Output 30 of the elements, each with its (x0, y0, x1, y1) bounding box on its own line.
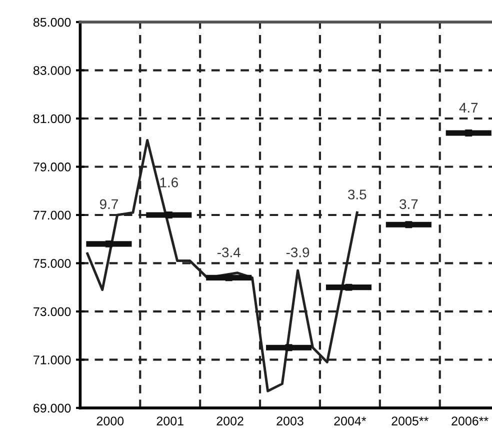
annotation: -3.4 (218, 247, 240, 258)
x-tick-label: 2004* (334, 416, 366, 426)
x-tick-label: 2006** (452, 416, 488, 426)
y-tick-label: 75.000 (34, 259, 71, 268)
annotation: 3.7 (400, 199, 418, 210)
point (405, 221, 412, 228)
x-tick-label: 2005** (392, 416, 428, 426)
x-tick-label: 2003 (276, 416, 304, 426)
y-tick-label: 81.000 (33, 114, 71, 124)
annotation: 1.6 (160, 178, 178, 188)
point (165, 212, 172, 218)
point (225, 274, 232, 282)
point (345, 284, 352, 291)
x-tick-label: 2000 (96, 416, 124, 426)
point (285, 344, 292, 352)
y-tick-label: 83.000 (33, 66, 71, 75)
y-tick-label: 79.000 (34, 162, 71, 172)
y-tick-label: 73.000 (34, 307, 71, 316)
x-tick-label: 2002 (216, 416, 244, 426)
y-tick-label: 85.000 (33, 18, 71, 27)
annotation: 3.5 (348, 190, 366, 200)
y-tick-label: 69.000 (34, 404, 71, 413)
y-tick-label: 77.000 (34, 210, 71, 220)
x-tick-label: 2001 (156, 416, 184, 426)
point (465, 130, 472, 136)
annotation: 9.7 (100, 199, 118, 210)
annotation: 4.7 (459, 102, 478, 112)
point (105, 240, 112, 248)
annotation: -3.9 (286, 247, 310, 258)
y-tick-label: 71.000 (34, 355, 71, 364)
